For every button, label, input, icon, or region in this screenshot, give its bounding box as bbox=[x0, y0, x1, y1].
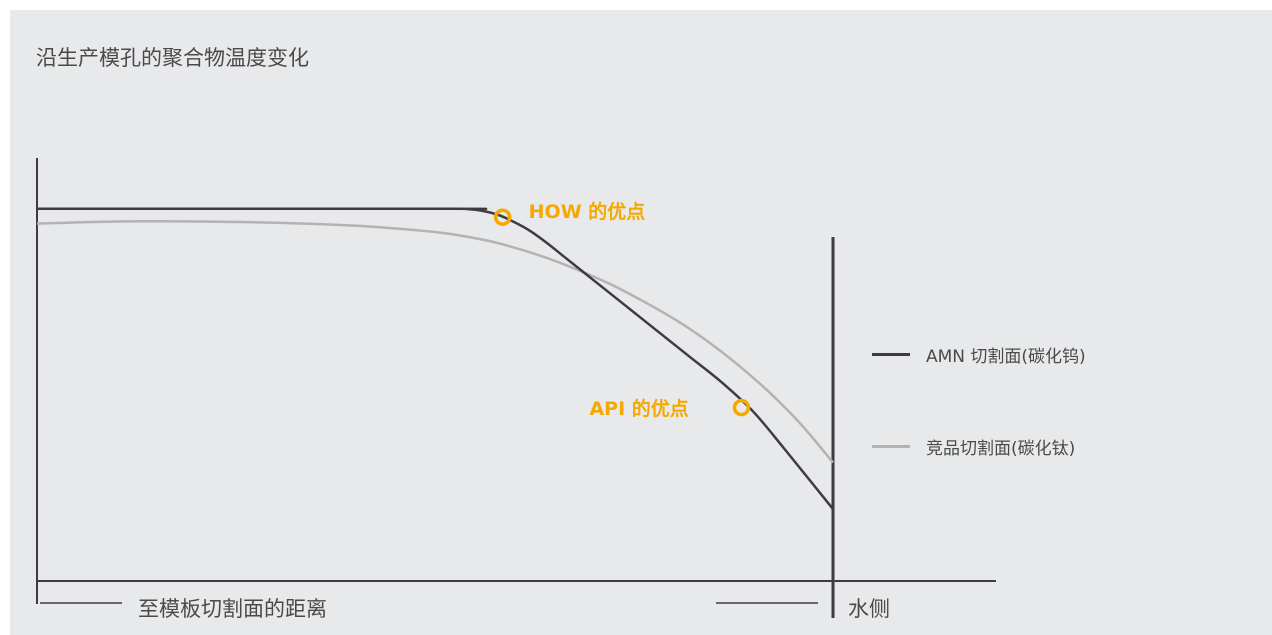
chart-panel bbox=[10, 10, 1272, 635]
series-line-0 bbox=[36, 207, 834, 510]
legend: AMN 切割面(碳化钨) 竞品切割面(碳化钛) bbox=[872, 338, 1086, 522]
legend-item-0: AMN 切割面(碳化钨) bbox=[872, 338, 1086, 370]
legend-swatch-1 bbox=[872, 444, 910, 448]
water-side-label: 水侧 bbox=[848, 597, 890, 621]
legend-label-0: AMN 切割面(碳化钨) bbox=[926, 346, 1086, 367]
x-axis-label: 至模板切割面的距离 bbox=[138, 597, 327, 621]
legend-item-1: 竞品切割面(碳化钛) bbox=[872, 430, 1086, 462]
legend-label-1: 竞品切割面(碳化钛) bbox=[926, 438, 1076, 459]
chart-title: 沿生产模孔的聚合物温度变化 bbox=[36, 46, 309, 70]
annotation-marker-0 bbox=[493, 208, 512, 226]
axes bbox=[36, 158, 996, 618]
marker-layer bbox=[493, 208, 751, 417]
annotation-label-0: HOW 的优点 bbox=[528, 201, 646, 224]
annotation-marker-1 bbox=[732, 398, 751, 417]
series-layer bbox=[36, 207, 834, 510]
series-line-1 bbox=[36, 219, 834, 464]
annotation-label-1: API 的优点 bbox=[589, 397, 689, 420]
legend-swatch-0 bbox=[872, 352, 910, 356]
